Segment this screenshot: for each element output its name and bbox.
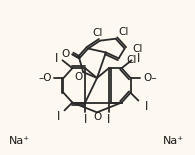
Text: O–: O–	[144, 73, 157, 83]
Text: I: I	[107, 113, 111, 126]
Text: O: O	[74, 72, 82, 82]
Text: I: I	[145, 100, 148, 113]
Text: Cl: Cl	[126, 55, 137, 65]
Text: I: I	[137, 52, 140, 65]
Text: Cl: Cl	[118, 27, 129, 37]
Text: –O: –O	[39, 73, 52, 83]
Text: Na⁺: Na⁺	[9, 136, 30, 146]
Text: O: O	[93, 112, 101, 122]
Text: O: O	[61, 49, 70, 59]
Text: I: I	[57, 110, 60, 123]
Text: Cl: Cl	[93, 28, 103, 38]
Text: I: I	[83, 113, 87, 126]
Text: I: I	[55, 52, 58, 65]
Text: Cl: Cl	[132, 44, 143, 53]
Text: Na⁺: Na⁺	[163, 136, 184, 146]
